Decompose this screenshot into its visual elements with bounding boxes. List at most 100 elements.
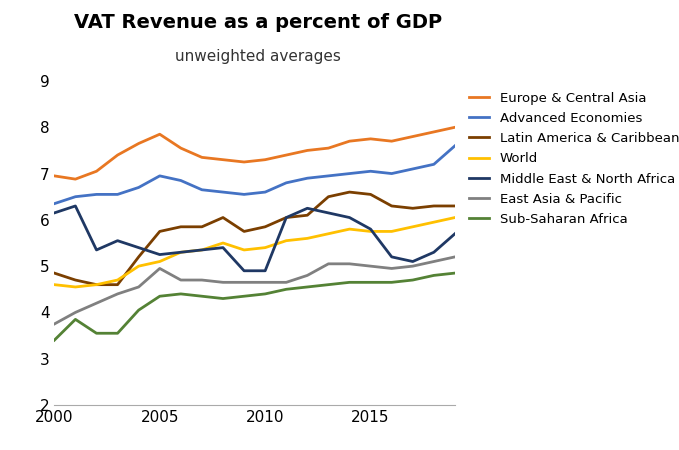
Middle East & North Africa xyxy=(430,250,438,255)
Latin America & Caribbean xyxy=(240,229,248,234)
Sub-Saharan Africa xyxy=(134,307,143,313)
Advanced Economies xyxy=(177,178,185,183)
Europe & Central Asia xyxy=(92,169,100,174)
World xyxy=(219,240,227,246)
World xyxy=(92,282,100,288)
Sub-Saharan Africa xyxy=(113,331,122,336)
Sub-Saharan Africa xyxy=(304,284,312,290)
East Asia & Pacific xyxy=(367,263,375,269)
East Asia & Pacific xyxy=(198,277,206,283)
Europe & Central Asia xyxy=(155,131,164,137)
East Asia & Pacific xyxy=(451,254,459,260)
Latin America & Caribbean xyxy=(325,194,333,199)
Latin America & Caribbean xyxy=(430,203,438,209)
Line: East Asia & Pacific: East Asia & Pacific xyxy=(54,257,455,324)
Europe & Central Asia xyxy=(409,134,417,139)
Europe & Central Asia xyxy=(50,173,58,179)
Latin America & Caribbean xyxy=(346,189,354,195)
Sub-Saharan Africa xyxy=(325,282,333,288)
Europe & Central Asia xyxy=(134,141,143,146)
Europe & Central Asia xyxy=(177,145,185,151)
Middle East & North Africa xyxy=(113,238,122,243)
Middle East & North Africa xyxy=(92,247,100,252)
Middle East & North Africa xyxy=(346,215,354,220)
Latin America & Caribbean xyxy=(304,212,312,218)
Advanced Economies xyxy=(451,143,459,148)
Advanced Economies xyxy=(325,173,333,179)
World xyxy=(240,247,248,252)
World xyxy=(346,226,354,232)
East Asia & Pacific xyxy=(430,259,438,264)
Europe & Central Asia xyxy=(219,157,227,162)
Latin America & Caribbean xyxy=(388,203,396,209)
Text: unweighted averages: unweighted averages xyxy=(175,50,341,64)
Sub-Saharan Africa xyxy=(155,293,164,299)
Latin America & Caribbean xyxy=(71,277,79,283)
Latin America & Caribbean xyxy=(134,254,143,260)
East Asia & Pacific xyxy=(325,261,333,266)
World xyxy=(198,247,206,252)
Europe & Central Asia xyxy=(430,129,438,135)
Line: Middle East & North Africa: Middle East & North Africa xyxy=(54,206,455,271)
Sub-Saharan Africa xyxy=(50,338,58,343)
Middle East & North Africa xyxy=(451,231,459,236)
East Asia & Pacific xyxy=(282,279,291,285)
Sub-Saharan Africa xyxy=(92,331,100,336)
World xyxy=(304,236,312,241)
World xyxy=(367,229,375,234)
Europe & Central Asia xyxy=(198,155,206,160)
Middle East & North Africa xyxy=(198,247,206,252)
East Asia & Pacific xyxy=(155,266,164,271)
Sub-Saharan Africa xyxy=(240,293,248,299)
Europe & Central Asia xyxy=(113,153,122,158)
Europe & Central Asia xyxy=(71,176,79,182)
Latin America & Caribbean xyxy=(367,192,375,197)
Middle East & North Africa xyxy=(325,210,333,216)
Sub-Saharan Africa xyxy=(346,279,354,285)
World xyxy=(430,220,438,225)
Middle East & North Africa xyxy=(177,250,185,255)
Middle East & North Africa xyxy=(367,226,375,232)
Advanced Economies xyxy=(92,192,100,197)
World xyxy=(451,215,459,220)
Advanced Economies xyxy=(219,189,227,195)
Europe & Central Asia xyxy=(240,159,248,165)
World xyxy=(155,259,164,264)
Sub-Saharan Africa xyxy=(261,291,270,297)
East Asia & Pacific xyxy=(304,273,312,278)
Line: Europe & Central Asia: Europe & Central Asia xyxy=(54,127,455,179)
World xyxy=(261,245,270,250)
Latin America & Caribbean xyxy=(198,224,206,230)
Europe & Central Asia xyxy=(304,148,312,153)
Sub-Saharan Africa xyxy=(367,279,375,285)
Sub-Saharan Africa xyxy=(219,296,227,301)
Sub-Saharan Africa xyxy=(198,293,206,299)
Text: VAT Revenue as a percent of GDP: VAT Revenue as a percent of GDP xyxy=(74,14,442,32)
Advanced Economies xyxy=(155,173,164,179)
Sub-Saharan Africa xyxy=(282,287,291,292)
East Asia & Pacific xyxy=(409,263,417,269)
Latin America & Caribbean xyxy=(177,224,185,230)
Latin America & Caribbean xyxy=(409,206,417,211)
Advanced Economies xyxy=(71,194,79,199)
Middle East & North Africa xyxy=(409,259,417,264)
Advanced Economies xyxy=(282,180,291,185)
World xyxy=(113,277,122,283)
Advanced Economies xyxy=(198,187,206,193)
World xyxy=(134,263,143,269)
Sub-Saharan Africa xyxy=(177,291,185,297)
Middle East & North Africa xyxy=(388,254,396,260)
Line: Advanced Economies: Advanced Economies xyxy=(54,146,455,204)
World xyxy=(325,231,333,236)
World xyxy=(409,224,417,230)
East Asia & Pacific xyxy=(177,277,185,283)
Sub-Saharan Africa xyxy=(409,277,417,283)
Advanced Economies xyxy=(50,201,58,207)
World xyxy=(388,229,396,234)
Latin America & Caribbean xyxy=(113,282,122,288)
East Asia & Pacific xyxy=(219,279,227,285)
World xyxy=(50,282,58,288)
Europe & Central Asia xyxy=(451,125,459,130)
Advanced Economies xyxy=(430,162,438,167)
Middle East & North Africa xyxy=(304,206,312,211)
